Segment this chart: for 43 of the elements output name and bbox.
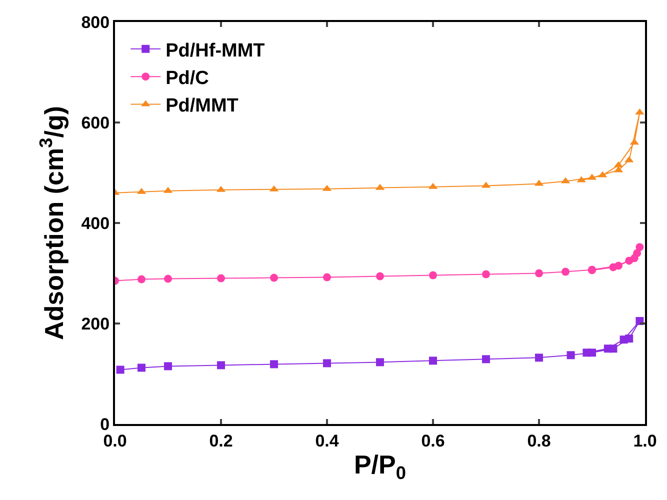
point [376,272,384,280]
point [164,274,172,283]
point [562,268,570,276]
point [620,336,628,344]
point [376,358,384,366]
point [116,366,124,374]
y-tick-label: 200 [81,314,110,334]
point [604,344,612,353]
x-tick-label: 0.0 [103,431,127,450]
point [323,359,331,368]
point [323,273,331,282]
y-tick-label: 0 [100,414,110,434]
legend-label: Pd/Hf-MMT [166,40,266,62]
point [566,351,575,360]
y-tick-label: 400 [81,214,110,233]
point [482,270,490,278]
point [270,274,278,282]
x-tick-label: 0.8 [527,431,551,450]
point [535,354,543,362]
legend-label: Pd/C [166,68,210,89]
point [217,361,225,370]
point [164,362,172,370]
point [582,348,591,357]
point [429,271,437,280]
point [535,269,543,278]
y-tick-label: 600 [81,113,110,132]
x-tick-label: 0.2 [209,431,233,450]
point [138,364,146,372]
legend-label: Pd/MMT [166,96,239,117]
point [217,274,225,282]
point [609,263,618,272]
point [482,355,490,364]
point [429,356,437,365]
point [270,360,278,368]
x-tick-label: 0.4 [315,431,340,450]
point [636,243,644,252]
x-tick-label: 1.0 [633,431,657,450]
point [633,249,642,258]
y-tick-label: 800 [81,12,110,32]
x-axis-title: P/P$_{0}$ [354,450,406,484]
x-tick-label: 0.6 [421,431,445,450]
point [138,275,146,284]
point [625,256,634,265]
